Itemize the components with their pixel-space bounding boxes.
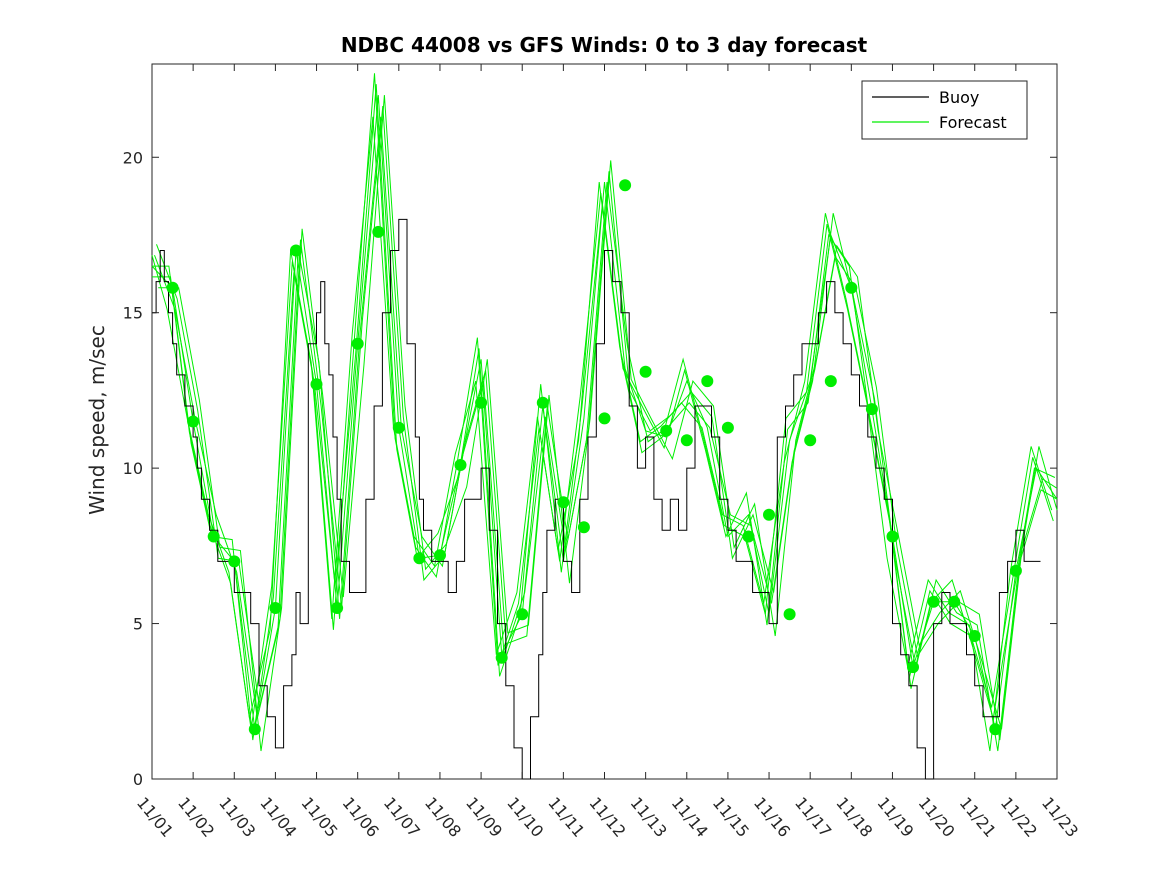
forecast-marker — [968, 630, 981, 642]
forecast-marker — [639, 365, 652, 378]
y-axis-label: Wind speed, m/sec — [85, 325, 109, 515]
y-axis: 0 5 10 15 20 — [123, 148, 1057, 789]
forecast-line — [151, 95, 1058, 730]
forecast-marker — [536, 396, 549, 409]
chart-title: NDBC 44008 vs GFS Winds: 0 to 3 day fore… — [341, 33, 868, 57]
forecast-marker — [865, 403, 878, 416]
forecast-marker — [372, 225, 385, 238]
legend: Buoy Forecast — [861, 80, 1028, 140]
y-tick-label: 15 — [123, 304, 143, 323]
forecast-marker — [228, 555, 241, 568]
forecast-series-group — [151, 73, 1058, 752]
forecast-marker — [516, 608, 529, 621]
forecast-marker — [598, 412, 611, 425]
forecast-line — [158, 95, 1058, 752]
forecast-marker — [742, 530, 755, 543]
forecast-marker — [331, 602, 344, 614]
forecast-marker — [248, 723, 261, 736]
forecast-marker — [927, 595, 940, 608]
forecast-marker — [948, 595, 961, 608]
y-tick-label: 5 — [133, 615, 143, 634]
forecast-marker — [721, 421, 734, 434]
forecast-marker — [886, 530, 899, 543]
forecast-marker — [269, 602, 282, 614]
legend-forecast-label: Forecast — [939, 113, 1007, 132]
forecast-marker — [1009, 564, 1022, 577]
forecast-marker — [701, 375, 714, 388]
forecast-marker — [680, 434, 693, 447]
forecast-marker — [351, 337, 364, 350]
forecast-marker — [824, 375, 837, 388]
forecast-marker — [392, 421, 405, 434]
forecast-marker — [804, 434, 817, 447]
y-tick-label: 10 — [123, 459, 143, 478]
legend-buoy-label: Buoy — [939, 88, 979, 107]
forecast-marker — [187, 415, 200, 428]
forecast-marker — [454, 459, 467, 471]
forecast-marker — [310, 378, 323, 391]
forecast-marker — [989, 723, 1002, 736]
forecast-markers-group — [166, 179, 1022, 736]
buoy-line — [152, 218, 1041, 780]
forecast-marker — [619, 179, 632, 192]
y-tick-label: 20 — [123, 148, 143, 167]
forecast-marker — [845, 281, 858, 294]
forecast-marker — [495, 651, 508, 664]
forecast-line — [154, 116, 1058, 752]
forecast-line — [156, 105, 1058, 741]
forecast-marker — [763, 508, 775, 521]
forecast-marker — [783, 608, 796, 621]
forecast-marker — [577, 521, 590, 534]
legend-box — [861, 80, 1028, 140]
forecast-marker — [290, 244, 302, 257]
forecast-marker — [413, 552, 426, 565]
forecast-marker — [557, 496, 570, 509]
forecast-marker — [207, 530, 220, 543]
forecast-marker — [434, 549, 446, 562]
forecast-marker — [660, 424, 673, 437]
y-tick-label: 0 — [133, 770, 143, 789]
forecast-marker — [907, 661, 919, 674]
forecast-marker — [475, 396, 488, 409]
forecast-marker — [166, 281, 179, 294]
buoy-series-group — [152, 218, 1041, 780]
